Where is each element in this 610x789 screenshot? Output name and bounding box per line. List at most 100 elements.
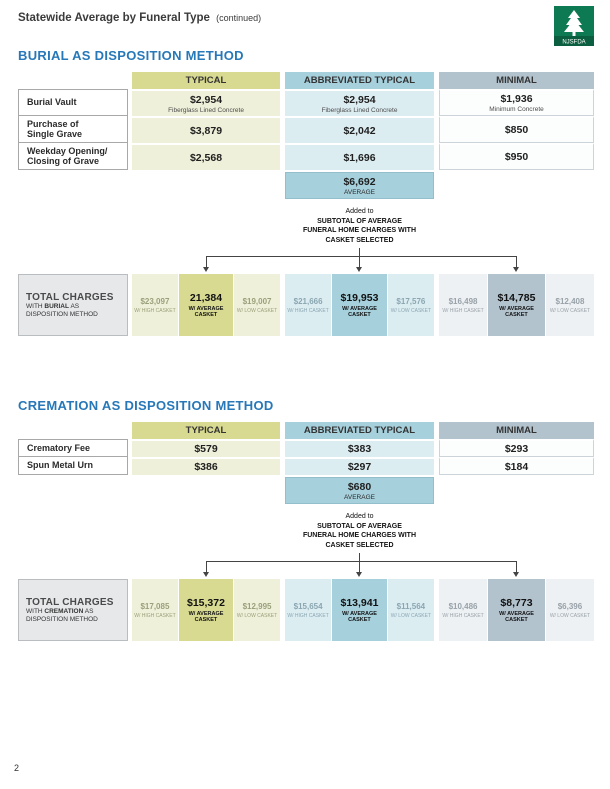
cell-value: $2,042 xyxy=(343,124,376,137)
average-label: AVERAGE xyxy=(344,493,375,501)
average-row: $6,692 AVERAGE xyxy=(18,172,594,199)
minimal-cell: $950 xyxy=(439,143,594,170)
added-note-line: Added to xyxy=(345,208,374,215)
burial-section-heading: BURIAL AS DISPOSITION METHOD xyxy=(18,48,244,63)
table-row-single-grave: Purchase of Single Grave $3,879 $2,042 $… xyxy=(18,116,594,143)
cell-note: Minimum Concrete xyxy=(489,106,544,113)
connector-line xyxy=(206,561,517,562)
total-value: $13,941 xyxy=(340,596,379,609)
added-note-line: SUBTOTAL OF AVERAGE xyxy=(317,522,402,530)
connector-line xyxy=(206,561,207,573)
row-label-text: Single Grave xyxy=(27,129,83,139)
abbreviated-cell: $297 xyxy=(285,457,434,475)
connector-line xyxy=(359,256,360,268)
total-value: $17,085 xyxy=(140,601,170,611)
abbreviated-cell: $1,696 xyxy=(285,143,434,170)
subtitle-with: WITH xyxy=(26,302,43,310)
added-note-line: FUNERAL HOME CHARGES WITH xyxy=(302,532,417,539)
total-sublabel: W/ AVERAGE CASKET xyxy=(342,305,377,319)
typical-cell: $386 xyxy=(132,457,280,475)
burial-total-row: TOTAL CHARGES WITH BURIAL AS DISPOSITION… xyxy=(18,274,594,336)
total-low-casket-cell: $12,408 W/ LOW CASKET xyxy=(545,274,594,336)
cell-note: Fiberglass Lined Concrete xyxy=(168,106,244,114)
total-value: $15,654 xyxy=(293,601,323,611)
table-row-crematory-fee: Crematory Fee $579 $383 $293 xyxy=(18,439,594,457)
arrow-down-icon xyxy=(356,267,362,272)
total-sublabel: W/ LOW CASKET xyxy=(390,612,432,619)
connector-line xyxy=(359,248,360,256)
average-box: $680 AVERAGE xyxy=(285,477,434,504)
row-label: Spun Metal Urn xyxy=(18,457,128,475)
total-average-casket-cell: $19,953 W/ AVERAGE CASKET xyxy=(331,274,388,336)
total-low-casket-cell: $6,396 W/ LOW CASKET xyxy=(545,579,594,641)
total-typical-group: $17,085 W/ HIGH CASKET $15,372 W/ AVERAG… xyxy=(132,579,280,641)
typical-cell: $2,954 Fiberglass Lined Concrete xyxy=(132,89,280,116)
cremation-section-heading: CREMATION AS DISPOSITION METHOD xyxy=(18,398,274,413)
tree-icon: NJSFDA xyxy=(554,6,594,46)
total-sublabel: W/ HIGH CASKET xyxy=(442,307,484,314)
total-value: $10,486 xyxy=(448,601,478,611)
added-note-line: CASKET SELECTED xyxy=(325,236,394,244)
arrow-down-icon xyxy=(356,572,362,577)
total-sublabel: W/ HIGH CASKET xyxy=(442,612,484,619)
average-label: AVERAGE xyxy=(344,188,375,196)
connector-line xyxy=(359,561,360,573)
total-high-casket-cell: $10,486 W/ HIGH CASKET xyxy=(439,579,488,641)
subtitle-as: AS xyxy=(70,302,80,310)
cell-value: $2,954 xyxy=(343,93,376,106)
connector-line xyxy=(206,256,517,257)
total-value: $16,498 xyxy=(448,296,478,306)
total-value: 21,384 xyxy=(189,291,223,304)
total-high-casket-cell: $16,498 W/ HIGH CASKET xyxy=(439,274,488,336)
row-label: Purchase of Single Grave xyxy=(18,116,128,143)
total-sublabel: W/ AVERAGE CASKET xyxy=(188,610,224,624)
logo-text: NJSFDA xyxy=(562,40,585,46)
total-charges-title: TOTAL CHARGES xyxy=(26,596,114,608)
abbreviated-cell: $2,954 Fiberglass Lined Concrete xyxy=(285,89,434,116)
minimal-cell: $850 xyxy=(439,116,594,143)
cell-value: $950 xyxy=(504,151,529,163)
total-value: $17,576 xyxy=(396,296,426,306)
added-note-line: Added to xyxy=(345,513,374,520)
total-charges-label: TOTAL CHARGES WITH BURIAL AS DISPOSITION… xyxy=(18,274,128,336)
flow-arrows xyxy=(18,553,594,579)
total-average-casket-cell: $13,941 W/ AVERAGE CASKET xyxy=(331,579,388,641)
total-low-casket-cell: $17,576 W/ LOW CASKET xyxy=(387,274,434,336)
total-charges-subtitle: DISPOSITION METHOD xyxy=(26,615,98,623)
flow-arrows xyxy=(18,248,594,274)
average-value: $6,692 xyxy=(343,175,376,188)
cell-value: $3,879 xyxy=(189,124,223,137)
subtitle-as: AS xyxy=(84,607,94,615)
arrow-down-icon xyxy=(203,572,209,577)
column-header-typical: TYPICAL xyxy=(132,72,280,89)
document-header: Statewide Average by Funeral Type (conti… xyxy=(0,0,610,46)
total-charges-subtitle: WITH CREMATION AS xyxy=(26,608,127,616)
total-charges-title: TOTAL CHARGES xyxy=(26,291,114,303)
header-spacer xyxy=(18,422,132,439)
row-label-text: Burial Vault xyxy=(27,97,77,108)
row-label: Crematory Fee xyxy=(18,439,128,457)
arrow-down-icon xyxy=(513,572,519,577)
total-value: $6,396 xyxy=(557,601,583,611)
row-label-text: Closing of Grave xyxy=(27,156,100,166)
cremation-table: TYPICAL ABBREVIATED TYPICAL MINIMAL Crem… xyxy=(18,422,594,641)
total-low-casket-cell: $12,995 W/ LOW CASKET xyxy=(234,579,280,641)
total-value: $11,564 xyxy=(396,601,426,611)
total-value: $21,666 xyxy=(293,296,323,306)
cell-value: $2,568 xyxy=(189,151,223,164)
total-sublabel: W/ AVERAGE CASKET xyxy=(499,305,534,319)
added-note-line: CASKET SELECTED xyxy=(325,541,394,549)
njsfda-logo: NJSFDA xyxy=(554,6,594,51)
total-abbreviated-group: $15,654 W/ HIGH CASKET $13,941 W/ AVERAG… xyxy=(285,579,434,641)
total-value: $14,785 xyxy=(497,291,536,304)
typical-cell: $3,879 xyxy=(132,116,280,143)
row-label-text: Purchase of xyxy=(27,118,79,129)
total-sublabel: W/ AVERAGE CASKET xyxy=(499,610,534,624)
total-high-casket-cell: $23,097 W/ HIGH CASKET xyxy=(132,274,178,336)
total-value: $23,097 xyxy=(140,296,170,306)
total-sublabel: W/ LOW CASKET xyxy=(236,307,278,314)
cell-value: $579 xyxy=(194,443,218,455)
total-average-casket-cell: $8,773 W/ AVERAGE CASKET xyxy=(487,579,546,641)
total-value: $19,007 xyxy=(242,296,272,306)
